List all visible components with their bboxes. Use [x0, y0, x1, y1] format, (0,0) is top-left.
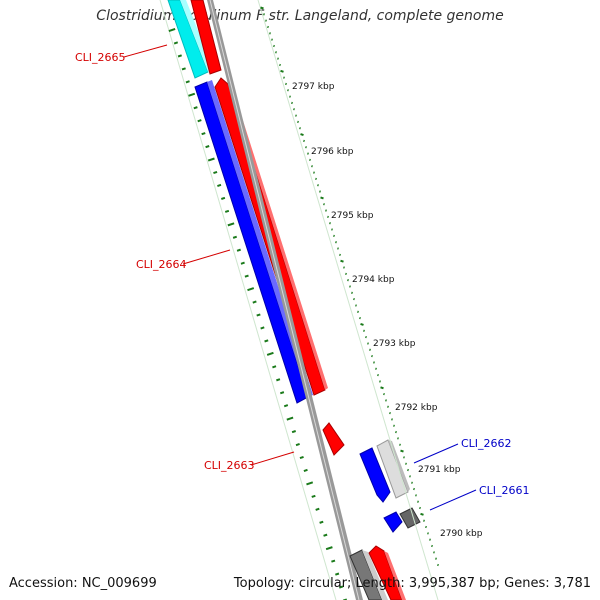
inner-tick: [256, 313, 261, 317]
inner-tick: [185, 80, 190, 84]
leader-cli-2663: [250, 451, 295, 466]
inner-tick: [303, 468, 308, 473]
leader-cli-2664: [182, 249, 231, 265]
inner-strand-line: [257, 0, 439, 600]
inner-tick: [311, 494, 316, 498]
inner-tick: [291, 430, 297, 434]
tick-label-2792: 2792 kbp: [395, 403, 438, 413]
inner-tick: [240, 261, 245, 265]
backbone-highlight: [209, 0, 360, 600]
inner-tick: [197, 119, 202, 123]
inner-tick: [295, 442, 300, 447]
inner-tick: [325, 546, 333, 551]
gene-arrow-red-bottom-shade: [384, 551, 406, 600]
outer-strand-line: [159, 0, 337, 600]
leader-cli-2665: [123, 44, 168, 58]
inner-tick: [338, 585, 344, 589]
inner-tick: [276, 378, 281, 382]
inner-tick: [279, 391, 285, 395]
inner-tick: [252, 300, 257, 304]
inner-tick: [193, 106, 198, 110]
tick-label-2791: 2791 kbp: [418, 465, 461, 475]
inner-tick: [264, 339, 269, 343]
gene-arrow-cli-2663[interactable]: [322, 422, 345, 456]
outer-tick-scale: [260, 6, 439, 567]
gene-label-cli-2662[interactable]: CLI_2662: [461, 437, 512, 450]
inner-tick: [207, 157, 215, 162]
inner-tick: [319, 520, 324, 524]
gene-arrow-cli-2662[interactable]: [359, 447, 391, 503]
inner-tick: [335, 572, 340, 576]
inner-tick: [266, 351, 274, 356]
tick-label-2796: 2796 kbp: [311, 147, 354, 157]
gene-label-cli-2661[interactable]: CLI_2661: [479, 484, 530, 497]
tick-label-2793: 2793 kbp: [373, 339, 416, 349]
inner-tick-scale: [168, 28, 347, 600]
tick-label-2795: 2795 kbp: [331, 211, 374, 221]
inner-tick: [306, 481, 314, 486]
inner-tick: [177, 54, 182, 58]
gene-label-cli-2663[interactable]: CLI_2663: [204, 459, 255, 472]
outer-tick: [320, 196, 324, 200]
inner-tick: [247, 287, 255, 292]
inner-tick: [260, 326, 265, 330]
outer-tick: [300, 133, 304, 137]
outer-tick: [280, 69, 284, 73]
inner-tick: [181, 67, 186, 71]
inner-tick: [323, 533, 328, 537]
inner-tick: [315, 507, 320, 511]
inner-tick: [232, 235, 238, 239]
gene-label-cli-2665[interactable]: CLI_2665: [75, 51, 126, 64]
inner-tick: [236, 248, 241, 252]
leader-cli-2661: [429, 489, 477, 511]
inner-tick: [188, 92, 196, 97]
tick-label-2797: 2797 kbp: [292, 82, 335, 92]
inner-tick: [217, 183, 222, 188]
outer-tick: [260, 6, 264, 10]
gene-arrow-cli-2664-blue[interactable]: [194, 81, 309, 404]
tick-label-2790: 2790 kbp: [440, 529, 483, 539]
inner-tick: [205, 145, 210, 149]
accession-text: Accession: NC_009699: [9, 576, 157, 591]
inner-tick: [299, 455, 304, 460]
gray-feature-2661[interactable]: [399, 507, 421, 529]
outer-tick: [340, 259, 344, 263]
inner-tick: [286, 416, 294, 421]
inner-tick: [213, 170, 218, 175]
inner-tick: [201, 132, 206, 136]
outer-tick: [420, 512, 424, 516]
inner-tick: [227, 222, 235, 227]
inner-tick: [331, 559, 336, 563]
outer-tick: [380, 386, 384, 390]
outer-tick: [400, 449, 404, 453]
inner-tick: [224, 209, 230, 213]
genome-summary-text: Topology: circular; Length: 3,995,387 bp…: [233, 576, 591, 591]
gray-feature-bottom[interactable]: [349, 549, 383, 600]
gene-arrow-cli-2661[interactable]: [383, 511, 403, 533]
leader-cli-2662: [413, 443, 459, 464]
gene-label-cli-2664[interactable]: CLI_2664: [136, 258, 187, 271]
inner-tick: [244, 274, 249, 278]
rna-feature-top-shade: [180, 0, 212, 72]
gene-arrow-red-top[interactable]: [190, 0, 222, 75]
inner-tick: [220, 196, 226, 200]
inner-tick: [173, 41, 179, 45]
tick-label-2794: 2794 kbp: [352, 275, 395, 285]
inner-tick: [283, 404, 289, 408]
outer-tick: [360, 323, 364, 326]
gray-feature-bottom-light: [362, 550, 388, 600]
inner-tick: [168, 28, 176, 32]
inner-tick: [272, 365, 277, 369]
